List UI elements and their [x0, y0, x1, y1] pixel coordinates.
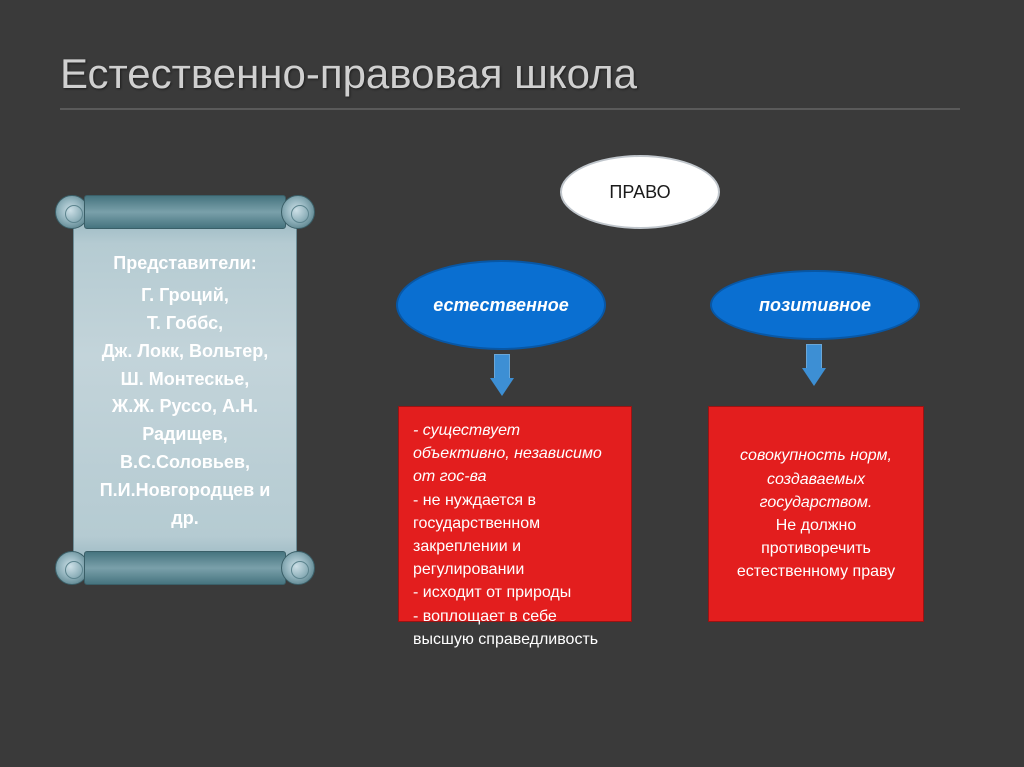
left-desc-box: - существует объективно, независимо от г… [398, 406, 632, 622]
root-node-label: ПРАВО [609, 182, 670, 203]
right-node: позитивное [710, 270, 920, 340]
right-desc-box: совокупность норм, создаваемых государст… [708, 406, 924, 622]
scroll-rod [84, 195, 286, 229]
scroll-header: Представители: [85, 250, 285, 278]
title-underline [60, 108, 960, 110]
scroll-text: Представители: Г. Гроций,Т. Гоббс,Дж. Ло… [73, 250, 297, 533]
root-node: ПРАВО [560, 155, 720, 229]
scroll-bottom-rod [55, 551, 315, 585]
scroll-curl-icon [281, 195, 315, 229]
left-node: естественное [396, 260, 606, 350]
arrow-down-icon [490, 354, 514, 398]
arrow-down-icon [802, 344, 826, 388]
scroll-top-rod [55, 195, 315, 229]
left-node-label: естественное [433, 295, 568, 316]
slide-title: Естественно-правовая школа [60, 50, 637, 98]
scroll-curl-icon [281, 551, 315, 585]
scroll-panel: Представители: Г. Гроций,Т. Гоббс,Дж. Ло… [55, 195, 315, 585]
right-node-label: позитивное [759, 295, 871, 316]
scroll-rod [84, 551, 286, 585]
